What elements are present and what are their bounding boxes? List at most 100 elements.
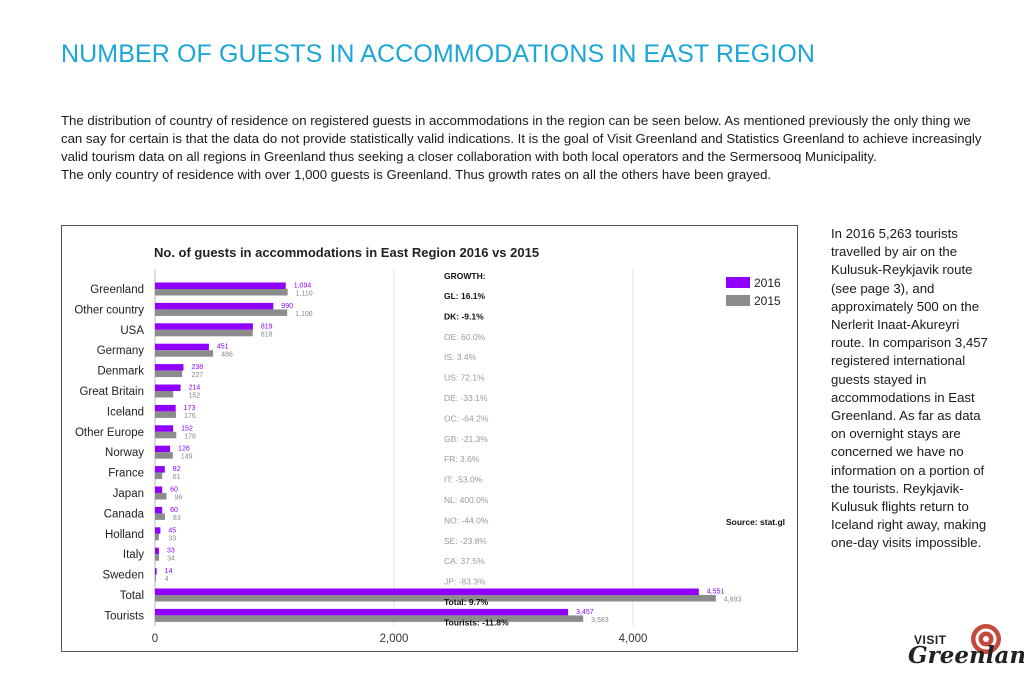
logo-visit-text: VISIT bbox=[914, 633, 947, 647]
intro-growth-note: The only country of residence with over … bbox=[61, 167, 772, 182]
data-label-2016: 819 bbox=[261, 323, 273, 330]
data-label-2016: 14 bbox=[165, 568, 173, 575]
growth-value: IS: 3.4% bbox=[444, 352, 477, 362]
x-tick-label: 2,000 bbox=[380, 633, 409, 645]
bar-2016 bbox=[155, 343, 209, 351]
category-label: Denmark bbox=[97, 366, 144, 378]
data-label-2015: 34 bbox=[167, 556, 175, 563]
bar-2016 bbox=[155, 302, 274, 310]
data-label-2015: 1,110 bbox=[296, 291, 313, 298]
growth-value: CA: 37.5% bbox=[444, 556, 485, 566]
bar-2015 bbox=[155, 615, 584, 622]
data-label-2016: 451 bbox=[217, 344, 229, 351]
data-label-2016: 60 bbox=[170, 487, 178, 494]
growth-value: US: 72.1% bbox=[444, 373, 485, 383]
growth-value: Total: 9.7% bbox=[444, 597, 489, 607]
growth-value: DK: -9.1% bbox=[444, 311, 484, 321]
bar-2015 bbox=[155, 309, 288, 316]
bar-2016 bbox=[155, 384, 181, 391]
category-label: Total bbox=[120, 590, 144, 602]
data-label-2015: 96 bbox=[174, 495, 182, 502]
growth-value: JP: -83.3% bbox=[444, 577, 486, 587]
category-label: Norway bbox=[105, 447, 144, 459]
growth-value: GB: -21.3% bbox=[444, 434, 488, 444]
legend-swatch bbox=[726, 277, 750, 288]
data-label-2015: 1,106 bbox=[295, 311, 313, 318]
data-label-2016: 45 bbox=[168, 527, 176, 534]
data-label-2015: 149 bbox=[181, 454, 193, 461]
growth-value: SE: -23.8% bbox=[444, 536, 487, 546]
bar-2016 bbox=[155, 323, 253, 330]
visit-greenland-logo: VISIT Greenland bbox=[906, 620, 1024, 680]
data-label-2016: 126 bbox=[178, 446, 190, 453]
growth-value: GL: 16.1% bbox=[444, 291, 486, 301]
logo-mark bbox=[971, 624, 1001, 654]
category-label: Italy bbox=[123, 549, 144, 561]
data-label-2015: 33 bbox=[168, 535, 176, 542]
data-label-2016: 238 bbox=[191, 364, 203, 371]
bar-2016 bbox=[155, 486, 163, 493]
category-label: Germany bbox=[97, 345, 145, 357]
bar-2015 bbox=[155, 350, 214, 357]
legend-label: 2016 bbox=[754, 276, 781, 290]
data-label-2015: 178 bbox=[184, 433, 196, 440]
data-label-2016: 33 bbox=[167, 548, 175, 555]
data-label-2015: 61 bbox=[173, 474, 181, 481]
x-tick-label: 0 bbox=[152, 633, 158, 645]
logo-name-text: Greenland bbox=[908, 642, 1024, 669]
growth-value: IT: -53.0% bbox=[444, 475, 483, 485]
bar-2015 bbox=[155, 595, 716, 602]
bar-2015 bbox=[155, 411, 177, 418]
category-label: Greenland bbox=[90, 284, 144, 296]
data-label-2015: 4,693 bbox=[724, 597, 742, 604]
data-label-2016: 173 bbox=[184, 405, 196, 412]
growth-value: NL: 400.0% bbox=[444, 495, 489, 505]
bar-2015 bbox=[155, 289, 288, 296]
bar-2016 bbox=[155, 588, 699, 595]
growth-header: GROWTH: bbox=[444, 271, 486, 281]
category-label: Sweden bbox=[102, 570, 144, 582]
data-label-2016: 1,094 bbox=[294, 283, 312, 290]
bar-2015 bbox=[155, 513, 165, 520]
legend-label: 2015 bbox=[754, 294, 781, 308]
data-label-2016: 3,457 bbox=[576, 609, 594, 616]
category-label: USA bbox=[120, 325, 144, 337]
legend-swatch bbox=[726, 295, 750, 306]
data-label-2016: 60 bbox=[170, 507, 178, 514]
bar-2016 bbox=[155, 608, 569, 616]
data-label-2015: 83 bbox=[173, 515, 181, 522]
bar-2016 bbox=[155, 547, 159, 555]
category-label: Holland bbox=[105, 529, 144, 541]
x-tick-label: 4,000 bbox=[619, 633, 648, 645]
bar-2015 bbox=[155, 533, 159, 541]
data-label-2015: 176 bbox=[184, 413, 196, 420]
side-note: In 2016 5,263 tourists travelled by air … bbox=[831, 226, 988, 551]
bar-2016 bbox=[155, 527, 161, 534]
bar-2016 bbox=[155, 364, 184, 371]
bar-2016 bbox=[155, 404, 176, 412]
growth-value: DE: -33.1% bbox=[444, 393, 488, 403]
bar-2015 bbox=[155, 431, 177, 439]
bar-2015 bbox=[155, 452, 173, 459]
bar-2016 bbox=[155, 506, 163, 514]
data-label-2015: 4 bbox=[165, 576, 169, 583]
chart-frame: No. of guests in accommodations in East … bbox=[61, 225, 798, 652]
category-label: France bbox=[108, 468, 144, 480]
data-label-2016: 82 bbox=[173, 466, 181, 473]
bar-2016 bbox=[155, 445, 171, 453]
data-label-2015: 3,583 bbox=[591, 617, 609, 624]
category-label: Japan bbox=[113, 488, 144, 500]
bar-2016 bbox=[155, 282, 286, 289]
growth-value: OC: -64.2% bbox=[444, 413, 489, 423]
intro-text: The distribution of country of residence… bbox=[61, 112, 991, 184]
category-label: Canada bbox=[104, 508, 145, 520]
bar-2015 bbox=[155, 329, 253, 337]
bar-chart: No. of guests in accommodations in East … bbox=[74, 245, 785, 645]
bar-2015 bbox=[155, 370, 183, 378]
growth-value: OE: 60.0% bbox=[444, 332, 486, 342]
growth-value: FR: 3.6% bbox=[444, 454, 480, 464]
page-title: NUMBER OF GUESTS IN ACCOMMODATIONS IN EA… bbox=[61, 40, 816, 68]
growth-value: Tourists: -11.8% bbox=[444, 617, 509, 627]
data-label-2015: 227 bbox=[191, 372, 203, 379]
data-label-2015: 818 bbox=[261, 331, 273, 338]
